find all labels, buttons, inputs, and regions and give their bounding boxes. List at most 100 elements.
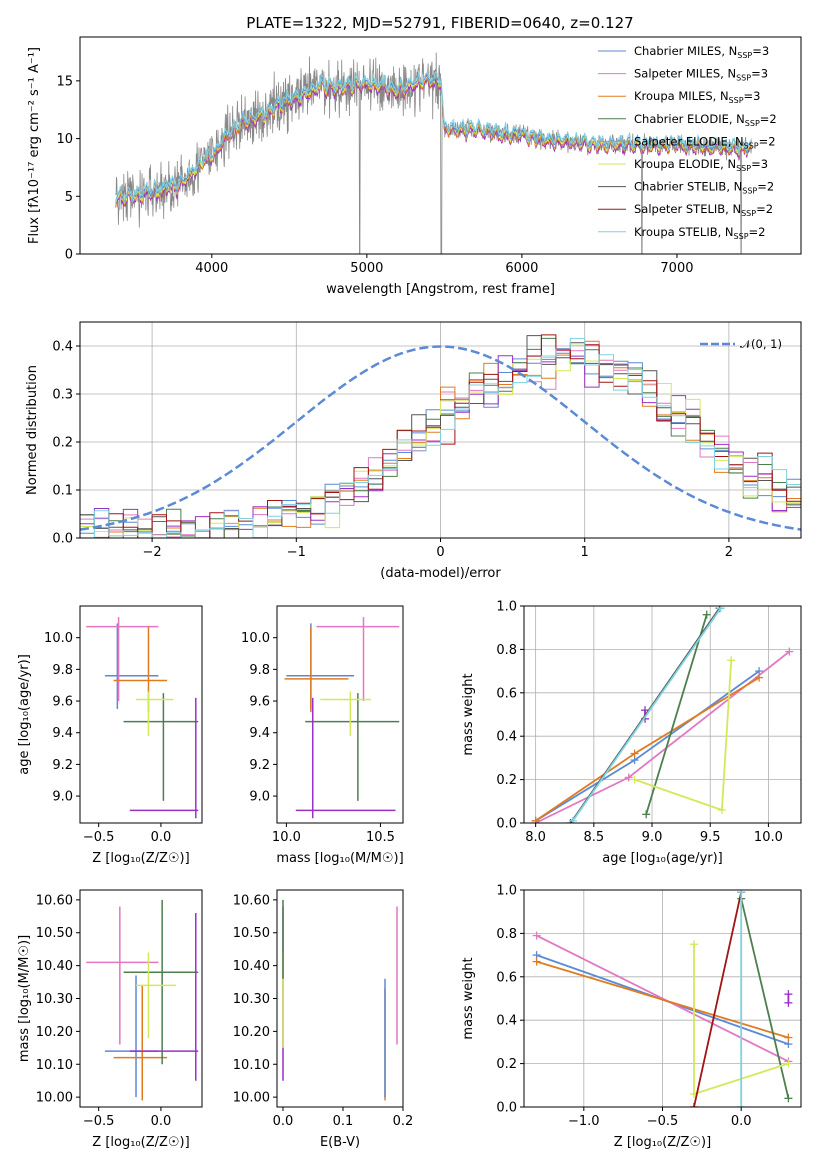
y-tick-label: 9.4: [52, 726, 73, 741]
residual-histogram: [80, 334, 801, 538]
plot-content: [86, 617, 199, 819]
legend-suffix: =2: [760, 112, 777, 126]
y-tick-label: 10.40: [233, 959, 270, 974]
y-tick-label: 9.8: [249, 663, 270, 678]
y-axis-label: mass weight: [461, 673, 476, 755]
y-tick-label: 10.20: [36, 1025, 73, 1040]
legend-entry: Salpeter STELIB, NSSP=2: [634, 202, 773, 218]
legend-subscript: SSP: [736, 74, 751, 83]
x-axis-label: Z [log₁₀(Z/Z☉)]: [92, 1135, 189, 1150]
y-tick-label: 0.6: [496, 686, 517, 701]
plot-content: [284, 617, 400, 819]
legend-suffix: =3: [751, 67, 768, 81]
mass-weight-series: [645, 614, 708, 815]
y-tick-label: 0.4: [496, 1014, 517, 1029]
figure-title: PLATE=1322, MJD=52791, FIBERID=0640, z=0…: [246, 14, 633, 32]
legend-entry: Chabrier MILES, NSSP=3: [634, 44, 769, 60]
x-axis-label: E(B-V): [320, 1135, 360, 1150]
x-axis-label: age [log₁₀(age/yr)]: [602, 851, 723, 866]
mass-weight-series: [693, 892, 743, 1107]
plot-content: [282, 899, 398, 1101]
y-tick-label: 0.0: [496, 817, 517, 832]
plot-content: [115, 52, 752, 254]
residual-histogram: [80, 337, 801, 538]
y-tick-label: 10: [56, 132, 73, 147]
x-tick-label: 1: [581, 545, 589, 560]
x-axis-label: wavelength [Angstrom, rest frame]: [326, 282, 555, 297]
legend-subscript: SSP: [729, 96, 744, 105]
y-tick-label: 9.6: [52, 695, 73, 710]
y-tick-label: 0.0: [52, 532, 73, 547]
y-tick-label: 10.0: [241, 631, 270, 646]
y-tick-label: 0.8: [496, 927, 517, 942]
y-tick-label: 9.2: [52, 758, 73, 773]
x-tick-label: 2: [725, 545, 733, 560]
x-tick-label: −1.0: [568, 1114, 600, 1129]
y-tick-label: 9.4: [249, 726, 270, 741]
x-tick-label: −1: [287, 545, 306, 560]
y-tick-label: 10.00: [36, 1091, 73, 1106]
y-tick-label: 9.0: [249, 790, 270, 805]
y-tick-label: 15: [56, 74, 73, 89]
y-tick-label: 10.30: [36, 992, 73, 1007]
y-tick-label: 0.2: [496, 773, 517, 788]
y-tick-label: 10.60: [233, 893, 270, 908]
mass-weight-series: [740, 898, 790, 1099]
residual-histogram: [80, 337, 801, 538]
y-tick-label: 1.0: [496, 600, 517, 615]
normal-distribution-curve: [80, 345, 801, 531]
legend-entry: Kroupa STELIB, NSSP=2: [634, 225, 765, 241]
y-tick-label: 0.8: [496, 643, 517, 658]
x-tick-label: 4000: [195, 261, 228, 276]
legend-suffix: =3: [752, 44, 769, 58]
axes-frame: [276, 605, 404, 824]
plot-content: [86, 899, 199, 1101]
y-tick-label: 10.0: [44, 631, 73, 646]
x-tick-label: 0.0: [273, 1114, 294, 1129]
y-tick-label: 10.30: [233, 992, 270, 1007]
axes-frame: [79, 36, 802, 255]
y-axis-label: Flux [fλ10⁻¹⁷ erg cm⁻² s⁻¹ A⁻¹]: [27, 47, 42, 244]
legend-entry: Salpeter ELODIE, NSSP=2: [634, 134, 776, 150]
y-tick-label: 10.10: [36, 1058, 73, 1073]
axes-frame: [523, 605, 802, 824]
legend-entry: Chabrier STELIB, NSSP=2: [634, 180, 774, 196]
axes-residuals: −2 −1 0 1 2 0.0 0.1 0.2 0.3 0.4 (data-model)/error…: [25, 321, 802, 581]
x-tick-label: 0.1: [333, 1114, 354, 1129]
legend-suffix: =2: [757, 180, 774, 194]
x-tick-label: 10.5: [366, 830, 395, 845]
axes-age-vs-Z: −0.5 0.0 9.0 9.2 9.4 9.6 9.8 10.0 Z [log₁₀(Z/Z☉)…: [17, 605, 203, 866]
y-tick-label: 0.1: [52, 484, 73, 499]
axes-frame: [79, 605, 203, 824]
y-tick-label: 1.0: [496, 884, 517, 899]
x-axis-label: (data-model)/error: [380, 566, 501, 581]
legend-entry: 𝒩(0, 1): [740, 337, 782, 351]
y-tick-label: 9.6: [249, 695, 270, 710]
legend-entry: Salpeter MILES, NSSP=3: [634, 67, 768, 83]
x-axis-label: mass [log₁₀(M/M☉)]: [276, 851, 403, 866]
residual-histogram: [80, 344, 801, 538]
y-tick-label: 10.50: [233, 926, 270, 941]
axes-age-vs-mass: 10.0 10.5 9.0 9.2 9.4 9.6 9.8 10.0 mass [log₁₀(M…: [241, 605, 404, 866]
residual-histogram: [80, 340, 801, 538]
y-tick-label: 0.0: [496, 1101, 517, 1116]
legend-suffix: =3: [744, 89, 761, 103]
axes-weight-vs-age: 8.0 8.5 9.0 9.5 10.0 0.0 0.2 0.4 0.6 0.8 1.0 age [l…: [461, 600, 802, 866]
x-tick-label: 0.0: [151, 830, 172, 845]
y-tick-label: 10.20: [233, 1025, 270, 1040]
mass-weight-series: [572, 607, 722, 822]
y-tick-label: 0.4: [52, 340, 73, 355]
x-tick-label: 5000: [350, 261, 383, 276]
x-axis-label: Z [log₁₀(Z/Z☉)]: [92, 851, 189, 866]
residual-histogram: [80, 335, 801, 538]
x-tick-label: 10.0: [272, 830, 301, 845]
x-tick-label: −0.5: [83, 830, 115, 845]
x-tick-label: 0.0: [731, 1114, 752, 1129]
x-tick-label: 9.5: [700, 830, 721, 845]
legend-suffix: =2: [759, 134, 776, 148]
axes-mass-vs-Z: −0.5 0.0 10.00 10.10 10.20 10.30 10.40 10.50 10.…: [17, 889, 203, 1150]
mass-weight-series: [536, 960, 789, 1039]
legend-subscript: SSP: [734, 232, 749, 241]
